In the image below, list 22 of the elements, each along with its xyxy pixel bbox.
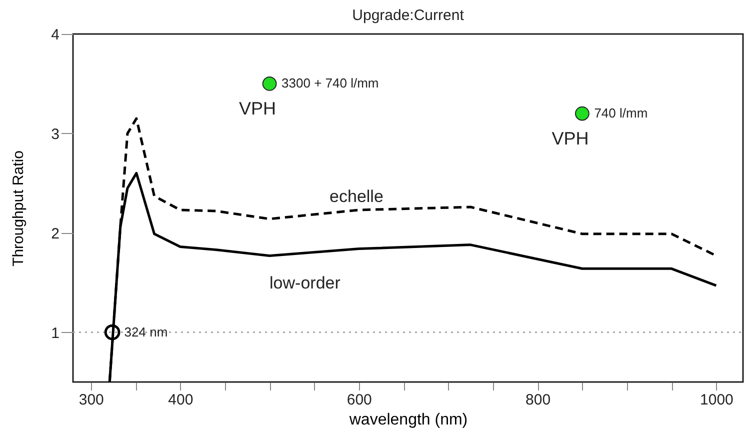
series-label: echelle — [330, 186, 384, 206]
x-axis-title: wavelength (nm) — [348, 412, 468, 428]
x-tick-label: 1000 — [700, 392, 734, 408]
point — [104, 324, 120, 340]
x-tick-label: 400 — [168, 392, 194, 408]
x-tick-label: 800 — [526, 392, 551, 408]
y-tick-label: 4 — [51, 26, 60, 44]
chart-title: Upgrade:Current — [352, 7, 465, 24]
annotation: 324 nm — [124, 324, 168, 340]
point — [574, 106, 590, 121]
y-tick-label: 1 — [51, 324, 60, 342]
annotation: 3300 + 740 l/mm — [282, 76, 379, 91]
x-tick-label: 600 — [346, 392, 372, 408]
y-tick-label: 3 — [51, 126, 60, 143]
y-tick-label: 2 — [51, 225, 60, 242]
x-tick-label: 300 — [78, 392, 104, 408]
series-label: low-order — [270, 274, 341, 293]
annotation: VPH — [552, 128, 589, 149]
annotation: VPH — [239, 98, 276, 119]
point — [262, 76, 277, 91]
y-axis-title: Throughput Ratio — [10, 150, 28, 266]
annotation: 740 l/mm — [594, 106, 648, 121]
